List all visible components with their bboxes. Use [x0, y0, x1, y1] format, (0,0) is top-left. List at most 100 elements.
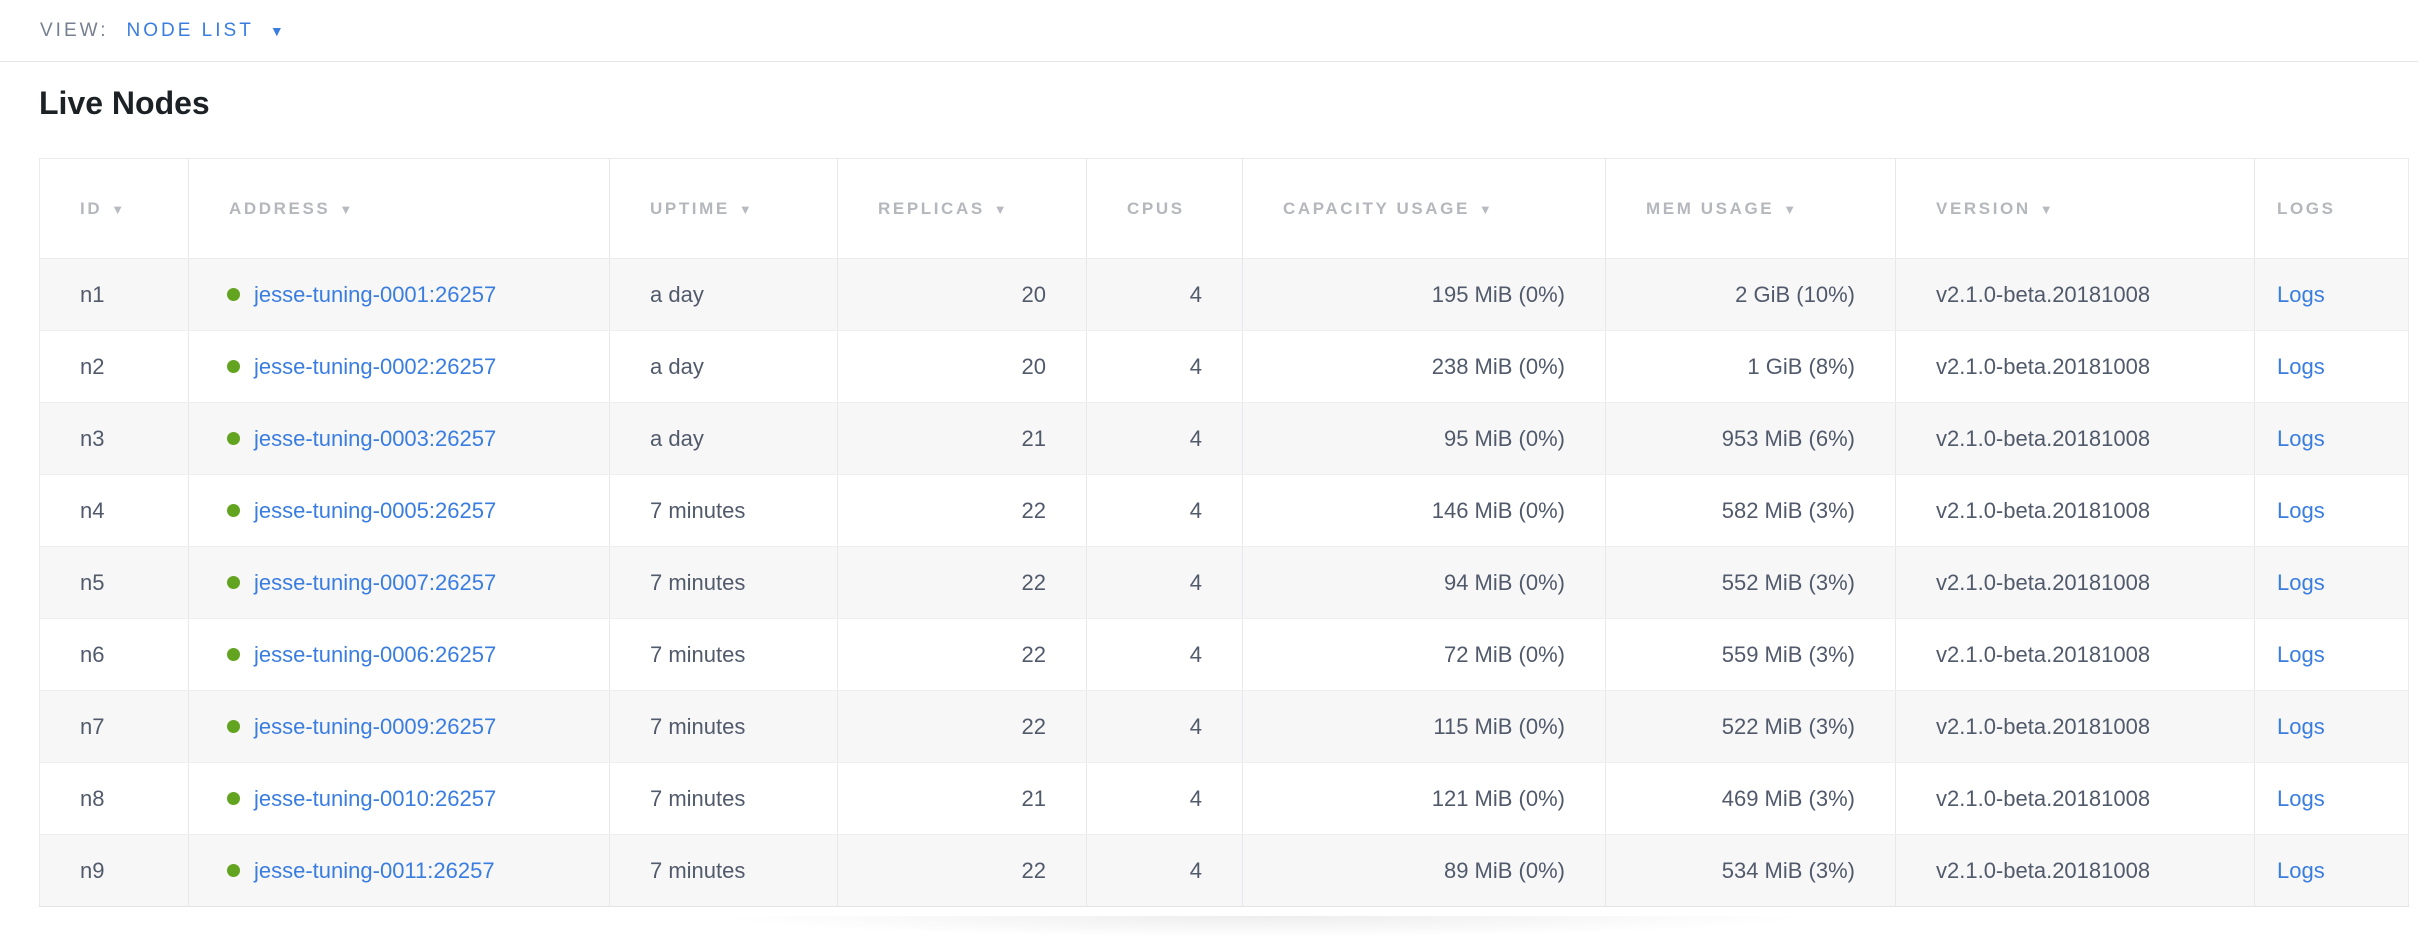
table-row: n3 jesse-tuning-0003:26257 a day 21 4 95 MiB …: [39, 402, 2409, 475]
logs-link[interactable]: Logs: [2277, 425, 2325, 451]
node-id-cell: n8: [39, 762, 189, 835]
node-address-link[interactable]: jesse-tuning-0009:26257: [254, 713, 497, 739]
node-logs-cell: Logs: [2254, 690, 2409, 763]
logs-link[interactable]: Logs: [2277, 353, 2325, 379]
node-logs-cell: Logs: [2254, 762, 2409, 835]
node-uptime-cell: 7 minutes: [609, 546, 838, 619]
node-uptime-cell: 7 minutes: [609, 834, 838, 907]
column-header-capacity[interactable]: CAPACITY USAGE ▼: [1242, 158, 1606, 259]
node-capacity-usage-cell: 94 MiB (0%): [1242, 546, 1606, 619]
node-mem-usage-cell: 534 MiB (3%): [1605, 834, 1896, 907]
node-address-link[interactable]: jesse-tuning-0001:26257: [254, 281, 497, 307]
column-header-mem[interactable]: MEM USAGE ▼: [1605, 158, 1896, 259]
view-dropdown[interactable]: NODE LIST ▼: [127, 20, 284, 42]
node-version-cell: v2.1.0-beta.20181008: [1895, 834, 2255, 907]
node-replicas-cell: 22: [837, 690, 1087, 763]
column-header-version[interactable]: VERSION ▼: [1895, 158, 2255, 259]
logs-link[interactable]: Logs: [2277, 785, 2325, 811]
node-version-cell: v2.1.0-beta.20181008: [1895, 474, 2255, 547]
node-list-table: ID ▼ ADDRESS ▼ UPTIME ▼ REPLICAS ▼ CPUS CAPACITY …: [39, 158, 2409, 907]
node-id-cell: n3: [39, 402, 189, 475]
column-header-label: CPUS: [1127, 198, 1185, 218]
column-header-label: CAPACITY USAGE: [1283, 198, 1470, 218]
node-id-cell: n9: [39, 834, 189, 907]
column-header-id[interactable]: ID ▼: [39, 158, 189, 259]
column-header-replicas[interactable]: REPLICAS ▼: [837, 158, 1087, 259]
node-address-link[interactable]: jesse-tuning-0006:26257: [254, 641, 497, 667]
table-row: n9 jesse-tuning-0011:26257 7 minutes 22 4 89 …: [39, 834, 2409, 907]
logs-link[interactable]: Logs: [2277, 497, 2325, 523]
column-header-address[interactable]: ADDRESS ▼: [188, 158, 610, 259]
node-mem-usage-cell: 559 MiB (3%): [1605, 618, 1896, 691]
node-address-link[interactable]: jesse-tuning-0011:26257: [254, 857, 495, 883]
node-address-link[interactable]: jesse-tuning-0007:26257: [254, 569, 497, 595]
node-address-link[interactable]: jesse-tuning-0005:26257: [254, 497, 497, 523]
node-healthy-status-icon: [227, 360, 240, 374]
node-logs-cell: Logs: [2254, 546, 2409, 619]
column-header-label: REPLICAS: [878, 198, 985, 218]
node-address-cell: jesse-tuning-0007:26257: [188, 546, 610, 619]
node-healthy-status-icon: [227, 504, 240, 518]
node-id-cell: n6: [39, 618, 189, 691]
node-address-cell: jesse-tuning-0003:26257: [188, 402, 610, 475]
logs-link[interactable]: Logs: [2277, 713, 2325, 739]
node-id-cell: n5: [39, 546, 189, 619]
node-capacity-usage-cell: 115 MiB (0%): [1242, 690, 1606, 763]
column-header-uptime[interactable]: UPTIME ▼: [609, 158, 838, 259]
node-address-cell: jesse-tuning-0009:26257: [188, 690, 610, 763]
node-cpus-cell: 4: [1086, 690, 1243, 763]
node-cpus-cell: 4: [1086, 618, 1243, 691]
node-address-link[interactable]: jesse-tuning-0003:26257: [254, 425, 497, 451]
node-logs-cell: Logs: [2254, 258, 2409, 331]
node-healthy-status-icon: [227, 576, 240, 590]
node-address-cell: jesse-tuning-0011:26257: [188, 834, 610, 907]
node-mem-usage-cell: 582 MiB (3%): [1605, 474, 1896, 547]
table-row: n4 jesse-tuning-0005:26257 7 minutes 22 4 146…: [39, 474, 2409, 547]
column-header-label: MEM USAGE: [1646, 198, 1775, 218]
node-address-cell: jesse-tuning-0010:26257: [188, 762, 610, 835]
node-logs-cell: Logs: [2254, 330, 2409, 403]
node-id-cell: n7: [39, 690, 189, 763]
logs-link[interactable]: Logs: [2277, 857, 2325, 883]
node-list-table-container: ID ▼ ADDRESS ▼ UPTIME ▼ REPLICAS ▼ CPUS CAPACITY …: [39, 158, 2418, 907]
node-capacity-usage-cell: 89 MiB (0%): [1242, 834, 1606, 907]
view-dropdown-value: NODE LIST: [126, 19, 254, 41]
node-uptime-cell: 7 minutes: [609, 474, 838, 547]
node-mem-usage-cell: 552 MiB (3%): [1605, 546, 1896, 619]
node-logs-cell: Logs: [2254, 618, 2409, 691]
logs-link[interactable]: Logs: [2277, 281, 2325, 307]
node-id-cell: n2: [39, 330, 189, 403]
table-row: n8 jesse-tuning-0010:26257 7 minutes 21 4 121…: [39, 762, 2409, 835]
node-mem-usage-cell: 953 MiB (6%): [1605, 402, 1896, 475]
table-header-row: ID ▼ ADDRESS ▼ UPTIME ▼ REPLICAS ▼ CPUS CAPACITY …: [39, 158, 2409, 259]
logs-link[interactable]: Logs: [2277, 569, 2325, 595]
column-header-label: UPTIME: [650, 198, 730, 218]
node-uptime-cell: 7 minutes: [609, 762, 838, 835]
table-row: n6 jesse-tuning-0006:26257 7 minutes 22 4 72 …: [39, 618, 2409, 691]
node-replicas-cell: 22: [837, 546, 1087, 619]
node-mem-usage-cell: 522 MiB (3%): [1605, 690, 1896, 763]
node-replicas-cell: 21: [837, 402, 1087, 475]
view-bar: VIEW: NODE LIST ▼: [0, 0, 2418, 62]
sort-desc-icon: ▼: [111, 201, 127, 217]
node-capacity-usage-cell: 195 MiB (0%): [1242, 258, 1606, 331]
logs-link[interactable]: Logs: [2277, 641, 2325, 667]
node-replicas-cell: 20: [837, 258, 1087, 331]
node-replicas-cell: 20: [837, 330, 1087, 403]
table-row: n7 jesse-tuning-0009:26257 7 minutes 22 4 115…: [39, 690, 2409, 763]
node-version-cell: v2.1.0-beta.20181008: [1895, 258, 2255, 331]
column-header-logs: LOGS: [2254, 158, 2409, 259]
node-logs-cell: Logs: [2254, 402, 2409, 475]
node-address-link[interactable]: jesse-tuning-0002:26257: [254, 353, 497, 379]
sort-desc-icon: ▼: [993, 201, 1010, 217]
node-cpus-cell: 4: [1086, 474, 1243, 547]
node-uptime-cell: 7 minutes: [609, 618, 838, 691]
node-uptime-cell: a day: [609, 330, 838, 403]
live-nodes-section: Live Nodes ID ▼ ADDRESS ▼ UPTIME ▼ REPLICAS ▼ CP…: [0, 84, 2418, 907]
node-version-cell: v2.1.0-beta.20181008: [1895, 762, 2255, 835]
node-logs-cell: Logs: [2254, 834, 2409, 907]
node-address-link[interactable]: jesse-tuning-0010:26257: [254, 785, 497, 811]
table-row: n1 jesse-tuning-0001:26257 a day 20 4 195 MiB…: [39, 258, 2409, 331]
node-cpus-cell: 4: [1086, 546, 1243, 619]
page-title: Live Nodes: [39, 85, 210, 121]
